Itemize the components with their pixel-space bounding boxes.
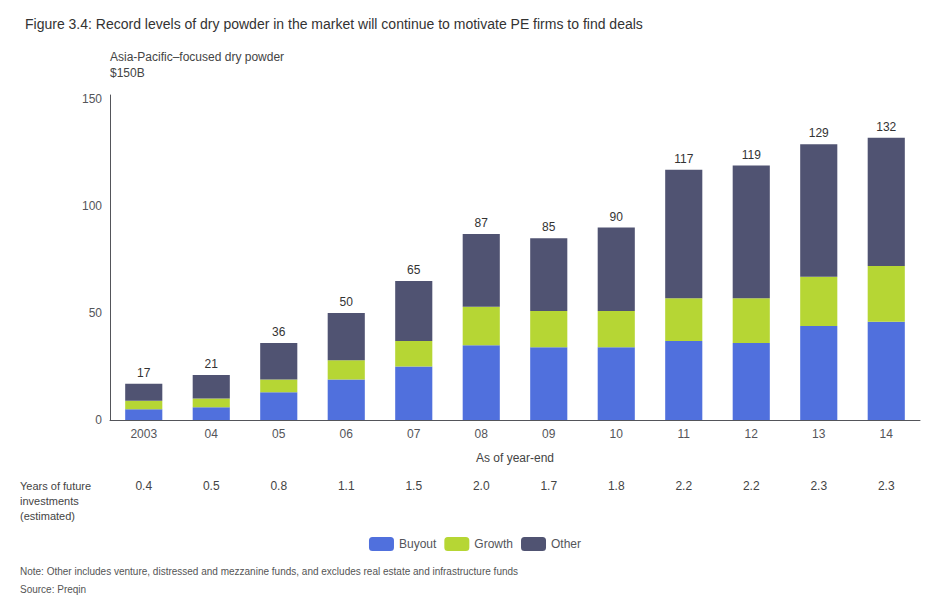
svg-text:50: 50 xyxy=(89,306,103,320)
svg-text:investments: investments xyxy=(20,495,79,507)
svg-text:$150B: $150B xyxy=(110,66,145,80)
svg-text:14: 14 xyxy=(880,427,894,441)
svg-text:90: 90 xyxy=(610,210,624,224)
svg-text:09: 09 xyxy=(542,427,556,441)
svg-text:1.8: 1.8 xyxy=(608,479,625,493)
svg-text:0.5: 0.5 xyxy=(203,479,220,493)
svg-text:100: 100 xyxy=(82,199,102,213)
svg-text:1.1: 1.1 xyxy=(338,479,355,493)
svg-text:Buyout: Buyout xyxy=(399,537,437,551)
svg-text:0.8: 0.8 xyxy=(270,479,287,493)
svg-text:(estimated): (estimated) xyxy=(20,510,75,522)
svg-text:1.5: 1.5 xyxy=(405,479,422,493)
svg-text:2.3: 2.3 xyxy=(810,479,827,493)
svg-text:21: 21 xyxy=(205,357,219,371)
svg-text:Growth: Growth xyxy=(474,537,513,551)
svg-text:17: 17 xyxy=(137,366,151,380)
svg-text:11: 11 xyxy=(678,427,691,441)
svg-text:Asia-Pacific–focused dry powde: Asia-Pacific–focused dry powder xyxy=(110,50,284,64)
svg-text:65: 65 xyxy=(407,263,421,277)
svg-text:Other: Other xyxy=(551,537,581,551)
svg-text:36: 36 xyxy=(272,325,286,339)
svg-text:13: 13 xyxy=(812,427,826,441)
svg-text:2.0: 2.0 xyxy=(473,479,490,493)
svg-text:1.7: 1.7 xyxy=(540,479,557,493)
svg-text:05: 05 xyxy=(272,427,286,441)
svg-text:As of year-end: As of year-end xyxy=(476,451,554,465)
svg-text:08: 08 xyxy=(475,427,489,441)
svg-text:07: 07 xyxy=(407,427,421,441)
svg-text:132: 132 xyxy=(876,120,896,134)
svg-text:117: 117 xyxy=(674,152,693,166)
svg-text:0: 0 xyxy=(95,413,102,427)
svg-text:150: 150 xyxy=(82,92,102,106)
svg-text:129: 129 xyxy=(809,126,829,140)
svg-text:87: 87 xyxy=(475,216,489,230)
svg-text:Note: Other includes venture,: Note: Other includes venture, distressed… xyxy=(20,566,518,577)
svg-text:Source: Preqin: Source: Preqin xyxy=(20,584,86,595)
svg-text:119: 119 xyxy=(742,148,761,162)
svg-text:06: 06 xyxy=(340,427,354,441)
svg-text:2.2: 2.2 xyxy=(675,479,692,493)
svg-text:Figure 3.4: Record levels of d: Figure 3.4: Record levels of dry powder … xyxy=(25,16,643,32)
svg-text:2.2: 2.2 xyxy=(743,479,760,493)
svg-text:2.3: 2.3 xyxy=(878,479,895,493)
svg-text:Years of future: Years of future xyxy=(20,480,91,492)
svg-text:50: 50 xyxy=(340,295,354,309)
svg-text:0.4: 0.4 xyxy=(135,479,152,493)
svg-text:10: 10 xyxy=(610,427,624,441)
svg-text:04: 04 xyxy=(205,427,219,441)
svg-text:12: 12 xyxy=(745,427,759,441)
svg-text:85: 85 xyxy=(542,220,556,234)
svg-text:2003: 2003 xyxy=(130,427,157,441)
